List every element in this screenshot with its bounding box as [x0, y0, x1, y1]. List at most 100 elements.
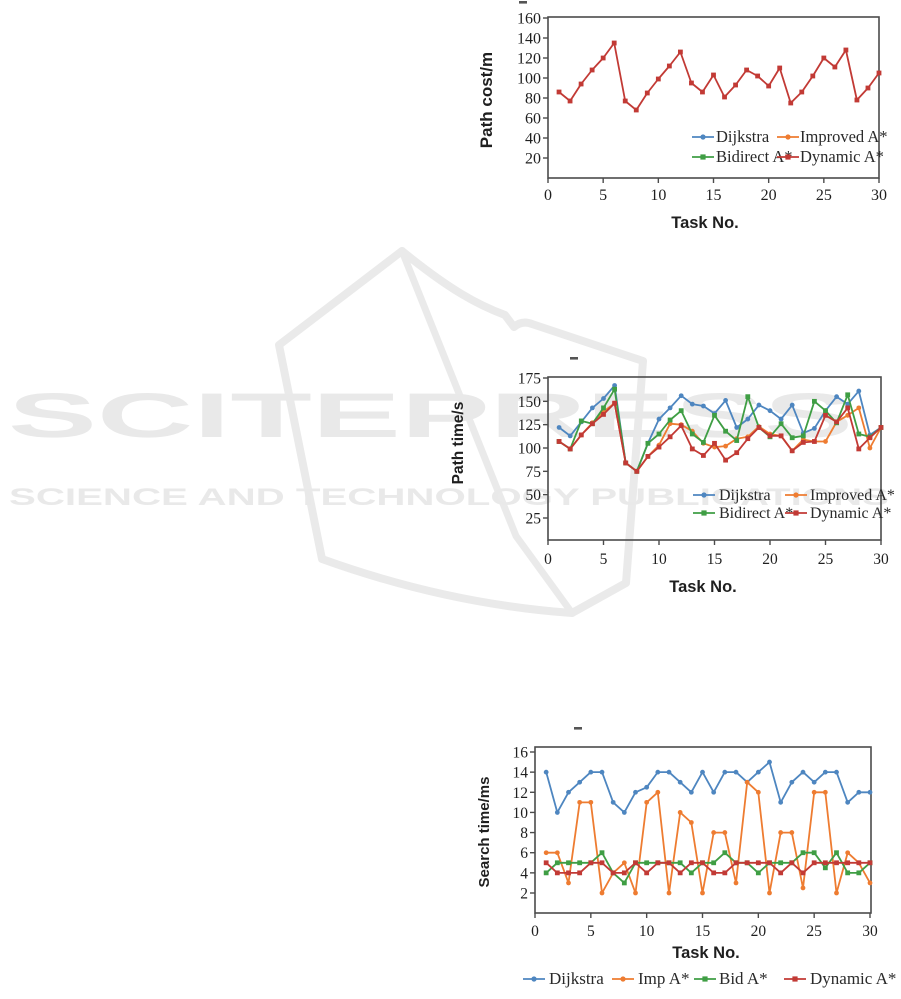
data-point [744, 67, 749, 73]
data-point [610, 799, 616, 805]
data-point [666, 769, 672, 775]
x-tick-label: 10 [650, 187, 666, 204]
data-point [711, 789, 717, 795]
data-point [867, 789, 873, 795]
data-point [812, 426, 817, 431]
x-axis-title: Task No. [671, 214, 739, 232]
data-point [599, 860, 605, 866]
data-point [800, 433, 806, 439]
data-point [611, 40, 617, 46]
data-point [834, 850, 839, 856]
data-point [744, 779, 750, 785]
legend-item: Dynamic A* [785, 505, 891, 522]
chart-path-cost: 160 140 120 100 80 60 40 20 0 5 10 15 20 25 30 Path cos… [477, 1, 888, 232]
data-point [733, 880, 739, 886]
data-point [622, 98, 628, 104]
legend-marker [700, 154, 706, 160]
caption-fragment [574, 727, 582, 730]
x-tick-label: 5 [600, 551, 608, 568]
x-tick-label: 0 [531, 923, 539, 940]
data-point [621, 860, 627, 866]
data-point [543, 870, 549, 876]
y-tick-label: 80 [525, 91, 541, 108]
data-point [590, 421, 595, 427]
x-tick-label: 20 [751, 923, 767, 940]
data-point [577, 870, 583, 876]
data-point [621, 870, 627, 876]
legend-label: Bidirect A* [716, 147, 793, 166]
legend-label: Dynamic A* [810, 505, 891, 522]
y-tick-label: 2 [520, 886, 528, 903]
data-point [834, 890, 839, 896]
data-point [789, 779, 795, 785]
data-point [667, 434, 673, 440]
data-point [655, 769, 661, 775]
data-point [867, 445, 873, 451]
legend-label: Dijkstra [719, 487, 771, 504]
data-point [688, 820, 694, 825]
legend-label: Dynamic A* [800, 147, 884, 166]
data-point [677, 779, 683, 785]
data-point [822, 860, 828, 866]
data-point [767, 890, 772, 896]
data-point [856, 405, 862, 411]
data-point [845, 405, 851, 411]
data-point [554, 860, 560, 866]
x-tick-label: 25 [816, 187, 832, 204]
data-point [612, 386, 617, 392]
data-point [788, 100, 794, 106]
data-point [856, 446, 862, 452]
legend-label: Imp A* [638, 969, 689, 988]
data-point [578, 418, 584, 424]
data-point [799, 89, 805, 95]
x-axis-title: Task No. [669, 578, 737, 596]
data-point [856, 431, 862, 437]
data-point [554, 850, 560, 856]
data-point [689, 80, 694, 86]
data-point [789, 860, 795, 866]
data-point [543, 850, 549, 856]
data-point [677, 860, 683, 866]
data-point [566, 880, 571, 886]
data-point [588, 769, 594, 775]
data-point [712, 412, 717, 418]
legend-item: Dynamic A* [777, 147, 884, 166]
data-point [821, 55, 827, 61]
legend-item: Bidirect A* [692, 147, 793, 166]
caption-fragment [570, 357, 578, 360]
data-point [811, 860, 817, 866]
x-tick-label: 20 [762, 551, 778, 568]
data-point [722, 94, 727, 100]
y-tick-label: 25 [526, 511, 542, 528]
data-point [778, 870, 784, 876]
data-point [845, 860, 851, 866]
data-point [800, 870, 806, 876]
data-point [601, 405, 606, 411]
data-point [744, 860, 750, 866]
data-point [867, 860, 873, 866]
data-point [756, 425, 762, 430]
legend-marker [793, 510, 799, 516]
series-line-dijkstra [545, 761, 870, 814]
data-point [789, 402, 795, 408]
data-point [723, 443, 728, 449]
data-point [644, 90, 650, 96]
data-point [778, 830, 784, 835]
data-point [656, 444, 662, 450]
data-point [800, 440, 806, 445]
data-point [711, 830, 717, 835]
data-point [666, 63, 672, 69]
data-point [800, 885, 806, 891]
data-point [811, 850, 817, 856]
data-point [599, 890, 605, 896]
data-point [778, 860, 784, 866]
data-point [778, 799, 784, 805]
data-point [600, 55, 606, 61]
data-point [856, 388, 862, 394]
data-point [867, 880, 873, 886]
data-point [767, 860, 772, 866]
legend-marker [531, 976, 537, 982]
data-point [677, 810, 683, 815]
